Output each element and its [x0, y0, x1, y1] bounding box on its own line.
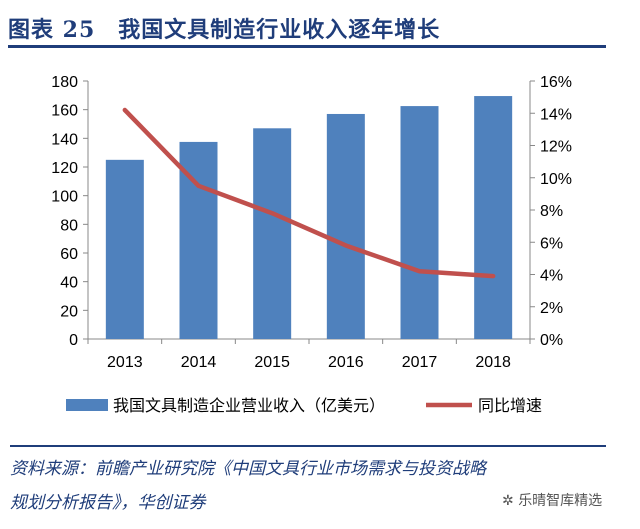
source-note: 资料来源：前瞻产业研究院《中国文具行业市场需求与投资战略 规划分析报告》，华创证… — [10, 452, 600, 520]
right-tick-label: 10% — [540, 171, 572, 188]
left-tick-label: 160 — [51, 103, 78, 120]
bar-2017 — [400, 106, 439, 339]
right-tick-label: 16% — [540, 74, 572, 91]
right-tick-label: 2% — [540, 300, 563, 317]
x-tick-label: 2016 — [328, 354, 364, 371]
left-tick-label: 20 — [60, 303, 78, 320]
x-tick-label: 2015 — [254, 354, 290, 371]
watermark-text: 乐晴智库精选 — [518, 493, 603, 509]
x-tick-label: 2018 — [475, 354, 511, 371]
legend-line-label: 同比增速 — [478, 396, 542, 415]
legend-bar-swatch — [66, 399, 108, 411]
figure-title: 图表 25 我国文具制造行业收入逐年增长 — [8, 17, 441, 43]
left-tick-label: 120 — [51, 160, 78, 177]
right-tick-label: 12% — [540, 139, 572, 156]
left-tick-label: 0 — [69, 332, 78, 349]
left-tick-label: 40 — [60, 275, 78, 292]
wechat-icon: ✲ — [502, 493, 519, 509]
right-tick-label: 8% — [540, 203, 563, 220]
source-line-2: 规划分析报告》，华创证券 — [10, 493, 206, 513]
source-rule — [10, 445, 606, 447]
bar-2018 — [474, 96, 513, 339]
right-tick-label: 6% — [540, 235, 563, 252]
bar-2016 — [326, 113, 365, 339]
watermark: ✲ 乐晴智库精选 — [502, 490, 602, 510]
bar-2013 — [105, 159, 144, 339]
x-tick-label: 2017 — [402, 354, 438, 371]
right-tick-label: 0% — [540, 332, 563, 349]
legend-bar-label: 我国文具制造企业营业收入（亿美元） — [113, 396, 385, 415]
left-tick-label: 180 — [51, 74, 78, 91]
left-tick-label: 80 — [60, 217, 78, 234]
source-line-1: 资料来源：前瞻产业研究院《中国文具行业市场需求与投资战略 — [10, 459, 486, 479]
x-tick-label: 2014 — [181, 354, 217, 371]
bar-2015 — [253, 128, 292, 339]
right-tick-label: 4% — [540, 268, 563, 285]
chart: 0 20 40 60 80 100 120 140 160 180 0% 2% 4% 6% 8% 10% 12%… — [51, 74, 572, 415]
title-rule — [8, 45, 606, 48]
left-tick-label: 100 — [51, 189, 78, 206]
left-tick-label: 60 — [60, 246, 78, 263]
growth-line — [122, 107, 496, 279]
x-tick-label: 2013 — [107, 354, 143, 371]
left-tick-label: 140 — [51, 131, 78, 148]
right-tick-label: 14% — [540, 106, 572, 123]
